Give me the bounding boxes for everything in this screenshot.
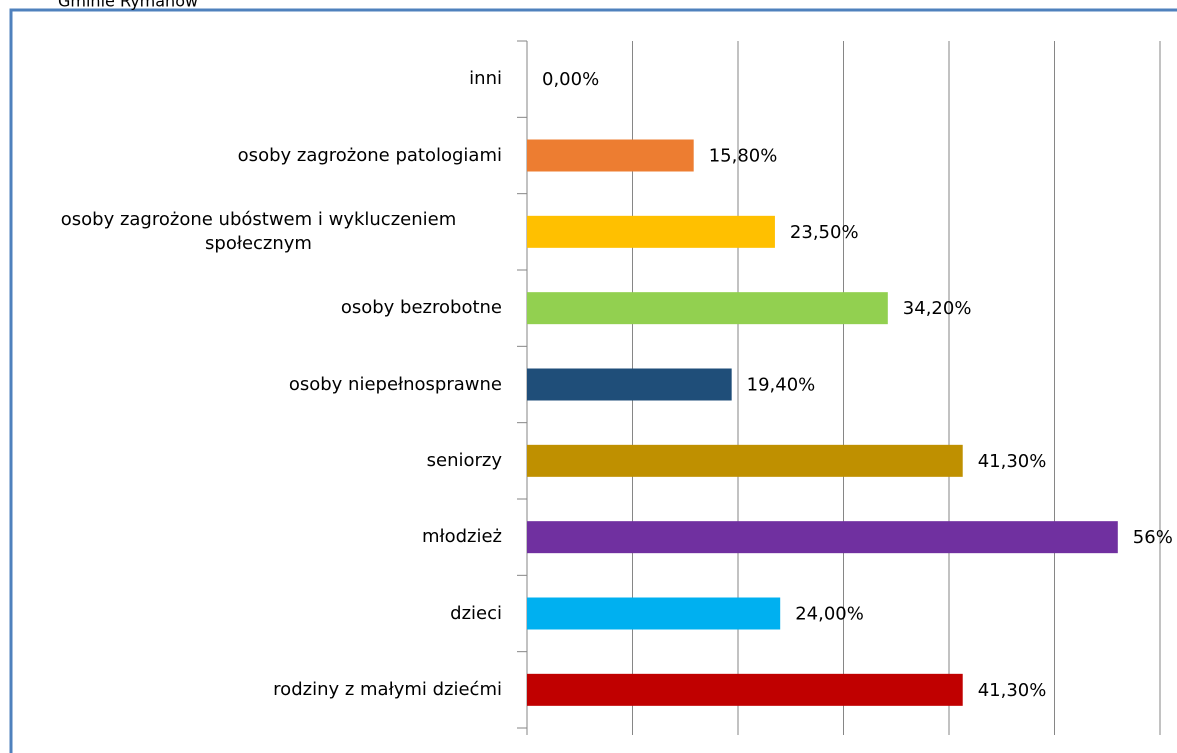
bar: [527, 368, 732, 401]
value-label: 34,20%: [903, 298, 972, 319]
y-tick-label: seniorzy: [426, 449, 502, 471]
y-tick-label: rodziny z małymi dziećmi: [273, 678, 502, 700]
value-label: 0,00%: [542, 69, 599, 90]
chart-title: Gminie Rymanów: [58, 0, 198, 11]
y-tick-label: młodzież: [421, 526, 502, 548]
value-label: 19,40%: [747, 375, 816, 396]
bar: [527, 139, 694, 172]
y-tick-label: osoby bezrobotne: [340, 297, 502, 319]
bar: [527, 673, 963, 706]
y-tick-label: inni: [469, 68, 502, 90]
category-label-box: osoby zagrożone patologiami: [15, 144, 502, 168]
category-label-box: osoby zagrożone ubóstwem i wykluczeniem …: [15, 208, 502, 256]
bar: [527, 521, 1118, 554]
category-label-box: młodzież: [15, 525, 502, 549]
value-label: 56%: [1133, 527, 1173, 548]
category-label-box: osoby bezrobotne: [15, 296, 502, 320]
value-label: 15,80%: [709, 146, 778, 167]
value-label: 41,30%: [978, 680, 1047, 701]
y-tick-label: osoby zagrożone ubóstwem i wykluczeniem …: [60, 208, 457, 254]
category-label-box: inni: [15, 67, 502, 91]
category-label-box: rodziny z małymi dziećmi: [15, 678, 502, 702]
value-label: 24,00%: [795, 604, 864, 625]
category-label-box: seniorzy: [15, 449, 502, 473]
value-label: 41,30%: [978, 451, 1047, 472]
bar: [527, 597, 781, 630]
y-tick-label: osoby niepełnosprawne: [288, 373, 502, 395]
y-tick-label: osoby zagrożone patologiami: [237, 144, 502, 166]
y-tick-label: dzieci: [450, 602, 502, 624]
bar: [527, 444, 963, 477]
bar: [527, 215, 775, 248]
value-label: 23,50%: [790, 222, 859, 243]
category-label-box: dzieci: [15, 602, 502, 626]
frame: [9, 8, 1177, 753]
bar: [527, 292, 888, 325]
category-label-box: osoby niepełnosprawne: [15, 373, 502, 397]
